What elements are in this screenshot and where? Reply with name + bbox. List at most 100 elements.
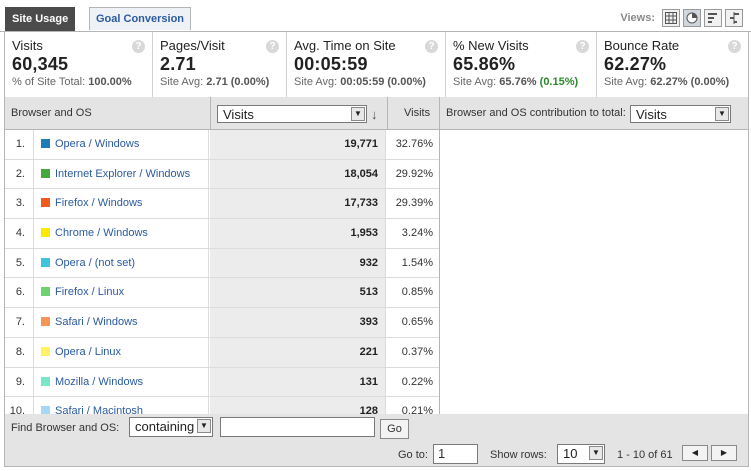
row-dimension: Mozilla / Windows: [35, 367, 209, 397]
row-link[interactable]: Opera / (not set): [55, 256, 136, 269]
row-link[interactable]: Safari / Windows: [55, 316, 138, 329]
contribution-select[interactable]: Visits ▼: [630, 105, 731, 123]
comparison-view-icon[interactable]: [725, 9, 743, 27]
performance-view-icon[interactable]: [704, 9, 722, 27]
metric-pages-per-visit: Pages/Visit 2.71 Site Avg: 2.71 (0.00%) …: [153, 32, 287, 97]
row-percent: 3.24%: [401, 227, 433, 240]
metric-title: Avg. Time on Site: [294, 38, 396, 53]
metric-sub: Site Avg: 2.71 (0.00%): [160, 76, 270, 88]
metric-title: % New Visits: [453, 38, 529, 53]
row-rank: 5.: [5, 248, 34, 278]
table-header: Browser and OS Visits ▼ ↓ Visits Browser…: [5, 97, 748, 130]
chevron-down-icon: ▼: [197, 419, 211, 433]
table-row: 5. Opera / (not set) 932 1.54%: [5, 248, 439, 279]
row-percent: 1.54%: [401, 256, 433, 269]
table-footer: Find Browser and OS: containing ▼ Go Go …: [4, 414, 749, 467]
tab-bar: Site Usage Goal Conversion Views:: [0, 0, 751, 32]
row-link[interactable]: Opera / Linux: [55, 345, 122, 358]
contribution-label: Browser and OS contribution to total:: [446, 107, 626, 119]
metric-sub: Site Avg: 00:05:59 (0.00%): [294, 76, 426, 88]
pagination-range: 1 - 10 of 61: [617, 449, 673, 461]
row-dimension: Opera / Linux: [35, 337, 209, 367]
color-swatch-icon: [41, 139, 50, 148]
row-percent: 29.92%: [395, 167, 433, 180]
metric-title: Visits: [12, 38, 43, 53]
color-swatch-icon: [41, 257, 50, 267]
column-header-dimension[interactable]: Browser and OS: [11, 107, 92, 119]
data-table: Browser and OS Visits ▼ ↓ Visits Browser…: [4, 97, 749, 427]
go-button[interactable]: Go: [380, 419, 409, 439]
filter-mode-select[interactable]: containing ▼: [129, 417, 213, 437]
row-percent: 32.76%: [395, 138, 433, 150]
row-rank: 3.: [5, 189, 34, 219]
views-label: Views:: [620, 12, 655, 24]
pie-view-icon[interactable]: [683, 9, 701, 27]
table-row: 8. Opera / Linux 221 0.37%: [5, 337, 439, 368]
filter-input[interactable]: [220, 417, 375, 437]
row-visits: 18,054: [210, 159, 386, 189]
show-rows-select[interactable]: 10 ▼: [557, 444, 605, 464]
row-percent: 0.65%: [401, 316, 433, 329]
color-swatch-icon: [41, 168, 50, 178]
goto-page-input[interactable]: 1: [433, 444, 478, 464]
table-body: 1. Opera / Windows 19,771 32.76% 2. Internet …: [5, 130, 439, 427]
metric-sub: % of Site Total: 100.00%: [12, 76, 132, 88]
row-rank: 1.: [5, 130, 34, 159]
chevron-down-icon: ▼: [715, 107, 729, 121]
sort-desc-icon[interactable]: ↓: [371, 107, 378, 122]
row-visits: 19,771: [210, 130, 386, 159]
table-view-icon[interactable]: [662, 9, 680, 27]
row-dimension: Opera / Windows: [35, 130, 209, 159]
row-visits: 1,953: [210, 219, 386, 248]
help-icon[interactable]: ?: [132, 40, 145, 53]
prev-page-button[interactable]: ◀: [682, 445, 708, 461]
column-header-visits[interactable]: Visits: [404, 107, 431, 119]
table-row: 1. Opera / Windows 19,771 32.76%: [5, 130, 439, 160]
row-dimension: Internet Explorer / Windows: [35, 159, 209, 189]
metric-value: 62.27%: [604, 54, 667, 74]
metric-new-visits: % New Visits 65.86% Site Avg: 65.76% (0.…: [446, 32, 597, 97]
metrics-scorecard: Visits 60,345 % of Site Total: 100.00% ?…: [4, 32, 749, 98]
help-icon[interactable]: ?: [266, 40, 279, 53]
metric-select[interactable]: Visits ▼: [217, 105, 367, 123]
chevron-down-icon: ▼: [351, 107, 365, 121]
metric-bounce-rate: Bounce Rate 62.27% Site Avg: 62.27% (0.0…: [597, 32, 748, 97]
chevron-down-icon: ▼: [589, 446, 603, 460]
row-percent: 0.85%: [401, 286, 433, 299]
row-rank: 8.: [5, 337, 34, 367]
metric-avg-time: Avg. Time on Site 00:05:59 Site Avg: 00:…: [287, 32, 446, 97]
tab-goal-conversion[interactable]: Goal Conversion: [89, 7, 192, 30]
metric-value: 00:05:59: [294, 54, 368, 74]
metric-title: Pages/Visit: [160, 38, 225, 53]
color-swatch-icon: [41, 228, 50, 238]
tab-site-usage[interactable]: Site Usage: [5, 7, 76, 31]
find-label: Find Browser and OS:: [11, 422, 120, 434]
row-visits: 393: [210, 308, 386, 337]
row-dimension: Safari / Windows: [35, 308, 209, 337]
row-visits: 221: [210, 337, 386, 367]
table-row: 3. Firefox / Windows 17,733 29.39%: [5, 189, 439, 220]
metric-sub: Site Avg: 62.27% (0.00%): [604, 76, 730, 88]
row-dimension: Firefox / Windows: [35, 189, 209, 219]
color-swatch-icon: [41, 346, 50, 356]
metric-visits: Visits 60,345 % of Site Total: 100.00% ?: [5, 32, 153, 97]
help-icon[interactable]: ?: [728, 40, 741, 53]
row-visits: 932: [210, 248, 386, 278]
metric-value: 65.86%: [453, 54, 516, 74]
table-row: 7. Safari / Windows 393 0.65%: [5, 308, 439, 338]
row-dimension: Firefox / Linux: [35, 278, 209, 308]
row-link[interactable]: Firefox / Linux: [55, 286, 125, 299]
row-link[interactable]: Mozilla / Windows: [55, 375, 144, 388]
help-icon[interactable]: ?: [576, 40, 589, 53]
chevron-right-icon: ▶: [720, 448, 728, 457]
table-row: 9. Mozilla / Windows 131 0.22%: [5, 367, 439, 398]
next-page-button[interactable]: ▶: [711, 445, 737, 461]
row-link[interactable]: Opera / Windows: [55, 138, 140, 150]
help-icon[interactable]: ?: [425, 40, 438, 53]
row-percent: 0.22%: [401, 375, 433, 388]
row-link[interactable]: Internet Explorer / Windows: [55, 167, 191, 180]
row-link[interactable]: Chrome / Windows: [55, 227, 148, 240]
row-rank: 2.: [5, 159, 34, 189]
row-dimension: Opera / (not set): [35, 248, 209, 278]
row-link[interactable]: Firefox / Windows: [55, 197, 143, 210]
